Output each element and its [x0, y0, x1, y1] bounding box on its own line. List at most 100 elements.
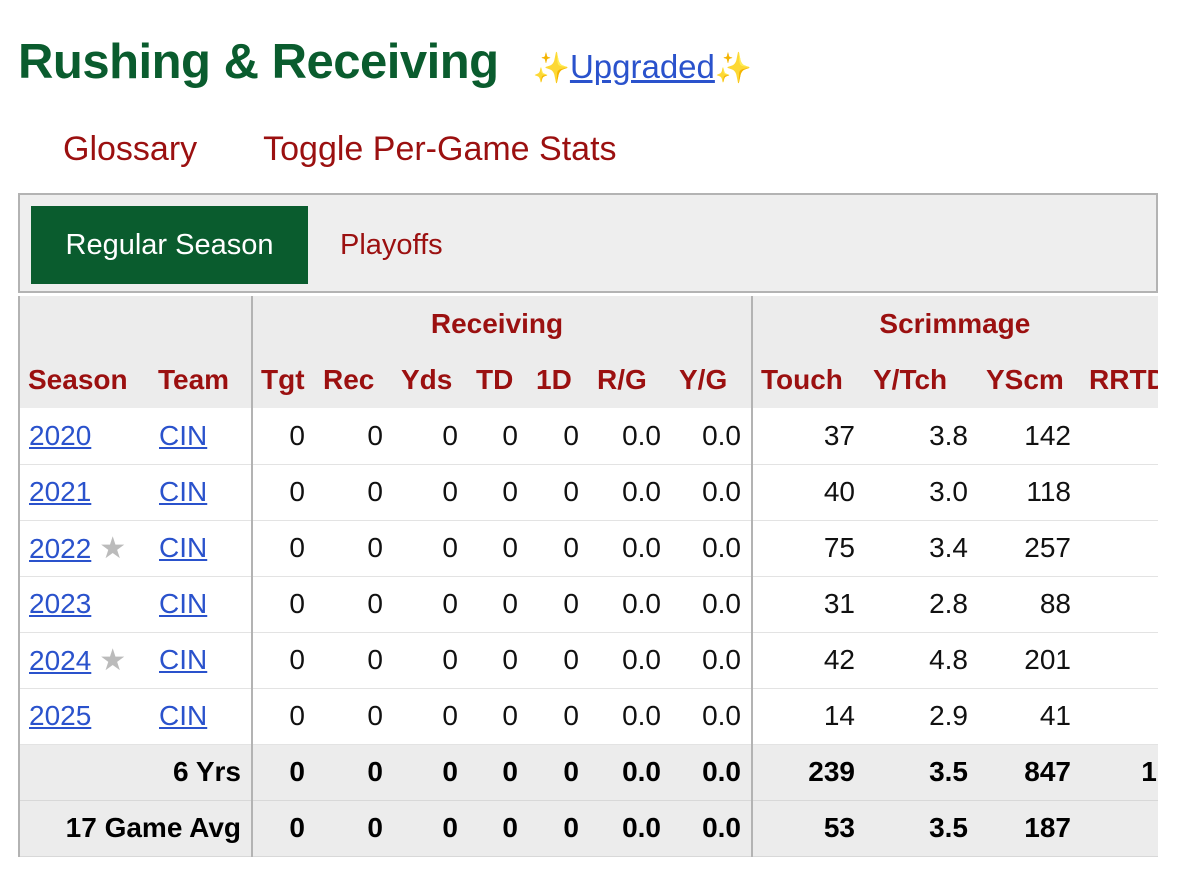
stat-yg: 0.0: [671, 520, 753, 577]
total-rrtd: 1: [1081, 744, 1167, 801]
stat-ytch: 4.8: [865, 632, 978, 689]
table-clip: [1158, 296, 1179, 896]
col-yscm[interactable]: YScm: [978, 352, 1081, 408]
season-link[interactable]: 2024: [29, 644, 92, 676]
stat-tgt: 0: [252, 408, 315, 465]
season-cell: 2022 ★: [18, 520, 150, 577]
stat-ytch: 3.0: [865, 464, 978, 521]
season-cell: 2024 ★: [18, 632, 150, 689]
stat-rec: 0: [315, 408, 393, 465]
season-cell: 2023: [18, 576, 150, 633]
team-link[interactable]: CIN: [159, 588, 208, 619]
team-cell: CIN: [150, 464, 253, 521]
stat-yscm: 41: [978, 688, 1081, 745]
stat-touch: 42: [752, 632, 865, 689]
stat-tgt: 0: [252, 520, 315, 577]
total-yds: 0: [393, 744, 468, 801]
team-link[interactable]: CIN: [159, 419, 208, 451]
col-yg[interactable]: Y/G: [671, 352, 753, 408]
total-rec: 0: [315, 744, 393, 801]
sparkle-icon: ✨: [714, 52, 753, 85]
group-header-row: Receiving Scrimmage: [18, 296, 1167, 352]
total-tgt: 0: [252, 800, 315, 857]
season-link[interactable]: 2020: [29, 419, 92, 451]
sparkle-icon: ✨: [532, 52, 570, 85]
upgraded-link[interactable]: Upgraded: [569, 48, 715, 85]
col-yds[interactable]: Yds: [393, 352, 468, 408]
stat-ytch: 3.8: [865, 408, 978, 465]
tab-regular-season[interactable]: Regular Season: [31, 206, 308, 284]
col-ytch[interactable]: Y/Tch: [865, 352, 978, 408]
season-link[interactable]: 2022: [29, 532, 92, 564]
table-row: 2025 CIN 0 0 0 0 0 0.0 0.0 14 2.9 41: [18, 688, 1167, 745]
stat-yg: 0.0: [671, 576, 753, 633]
stat-rrtd: [1081, 464, 1167, 521]
col-td[interactable]: TD: [468, 352, 528, 408]
total-yg: 0.0: [671, 800, 753, 857]
season-cell: 2021: [18, 464, 150, 521]
stat-yscm: 118: [978, 464, 1081, 521]
team-cell: CIN: [150, 632, 253, 689]
team-link[interactable]: CIN: [159, 476, 208, 507]
stat-yscm: 88: [978, 576, 1081, 633]
team-link[interactable]: CIN: [159, 532, 208, 563]
season-link[interactable]: 2025: [29, 700, 92, 731]
table-row: 2021 CIN 0 0 0 0 0 0.0 0.0 40 3.0 118: [18, 464, 1167, 521]
totals-label: 6 Yrs: [18, 744, 253, 801]
team-link[interactable]: CIN: [159, 700, 208, 731]
stat-touch: 14: [752, 688, 865, 745]
stat-yscm: 142: [978, 408, 1081, 465]
stat-ytch: 2.8: [865, 576, 978, 633]
team-cell: CIN: [150, 688, 253, 745]
total-fd: 0: [528, 744, 589, 801]
column-header-row: Season Team Tgt Rec Yds TD 1D R/G Y/G To…: [18, 352, 1167, 408]
col-rec[interactable]: Rec: [315, 352, 393, 408]
team-link[interactable]: CIN: [159, 644, 208, 675]
stat-touch: 75: [752, 520, 865, 577]
totals-row: 6 Yrs 0 0 0 0 0 0.0 0.0 239 3.5 847 1: [18, 744, 1167, 801]
col-rrtd[interactable]: RRTD: [1081, 352, 1167, 408]
stat-touch: 40: [752, 464, 865, 521]
total-rg: 0.0: [589, 744, 671, 801]
season-link[interactable]: 2021: [29, 476, 92, 507]
stat-td: 0: [468, 576, 528, 633]
stat-yg: 0.0: [671, 408, 753, 465]
col-season[interactable]: Season: [18, 352, 150, 408]
team-cell: CIN: [150, 520, 253, 577]
total-tgt: 0: [252, 744, 315, 801]
toggle-per-game-link[interactable]: Toggle Per-Game Stats: [263, 130, 617, 168]
stat-rg: 0.0: [589, 688, 671, 745]
table-row: 2020 CIN 0 0 0 0 0 0.0 0.0 37 3.8 142: [18, 408, 1167, 465]
season-filter: Regular Season Playoffs: [18, 193, 1158, 293]
section-header: Rushing & Receiving ✨ Upgraded ✨: [18, 34, 752, 90]
tab-playoffs[interactable]: Playoffs: [340, 228, 443, 261]
upgraded-badge: ✨ Upgraded ✨: [533, 48, 753, 86]
pro-bowl-star-icon: ★: [99, 531, 127, 565]
total-yscm: 847: [978, 744, 1081, 801]
stat-yds: 0: [393, 520, 468, 577]
stat-tgt: 0: [252, 464, 315, 521]
stat-td: 0: [468, 520, 528, 577]
col-touch[interactable]: Touch: [752, 352, 865, 408]
col-tgt[interactable]: Tgt: [252, 352, 315, 408]
stat-td: 0: [468, 464, 528, 521]
total-touch: 53: [752, 800, 865, 857]
pro-bowl-star-icon: ★: [99, 643, 127, 677]
stat-fd: 0: [528, 464, 589, 521]
col-team[interactable]: Team: [150, 352, 253, 408]
col-1d[interactable]: 1D: [528, 352, 589, 408]
stat-yds: 0: [393, 576, 468, 633]
stat-tgt: 0: [252, 576, 315, 633]
season-link[interactable]: 2023: [29, 588, 92, 619]
stat-fd: 0: [528, 688, 589, 745]
group-scrimmage: Scrimmage: [752, 296, 1167, 352]
stat-rrtd: [1081, 632, 1167, 689]
section-title: Rushing & Receiving: [18, 35, 499, 89]
total-td: 0: [468, 800, 528, 857]
season-cell: 2025: [18, 688, 150, 745]
glossary-link[interactable]: Glossary: [63, 130, 198, 168]
stat-yg: 0.0: [671, 464, 753, 521]
group-receiving: Receiving: [252, 296, 753, 352]
stat-rec: 0: [315, 520, 393, 577]
col-rg[interactable]: R/G: [589, 352, 671, 408]
